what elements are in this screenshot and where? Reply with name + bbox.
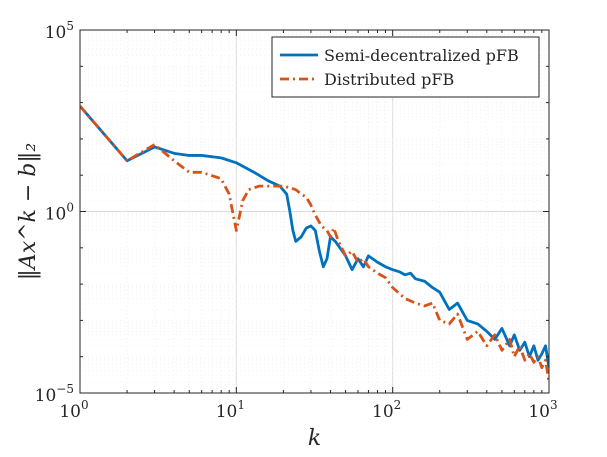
y-tick-label: 105 [45, 19, 74, 43]
legend-label-2: Distributed pFB [324, 70, 454, 89]
legend-label-1: Semi-decentralized pFB [324, 46, 519, 65]
y-tick-label: 10−5 [35, 382, 74, 406]
y-axis-label: ‖Ax^k − b‖₂ [16, 143, 41, 280]
series-line-1 [80, 105, 549, 368]
x-tick-label: 103 [528, 398, 557, 422]
x-tick-label: 102 [372, 398, 401, 422]
legend-box [271, 36, 540, 98]
x-tick-label: 100 [59, 398, 88, 422]
legend: Semi-decentralized pFB Distributed pFB [271, 36, 540, 98]
y-tick-label: 100 [45, 201, 74, 225]
series-layer [80, 105, 549, 383]
axis-ticks [79, 30, 549, 394]
x-axis-label: k [308, 426, 321, 451]
series-line-2 [80, 105, 549, 383]
x-tick-label: 101 [216, 398, 245, 422]
